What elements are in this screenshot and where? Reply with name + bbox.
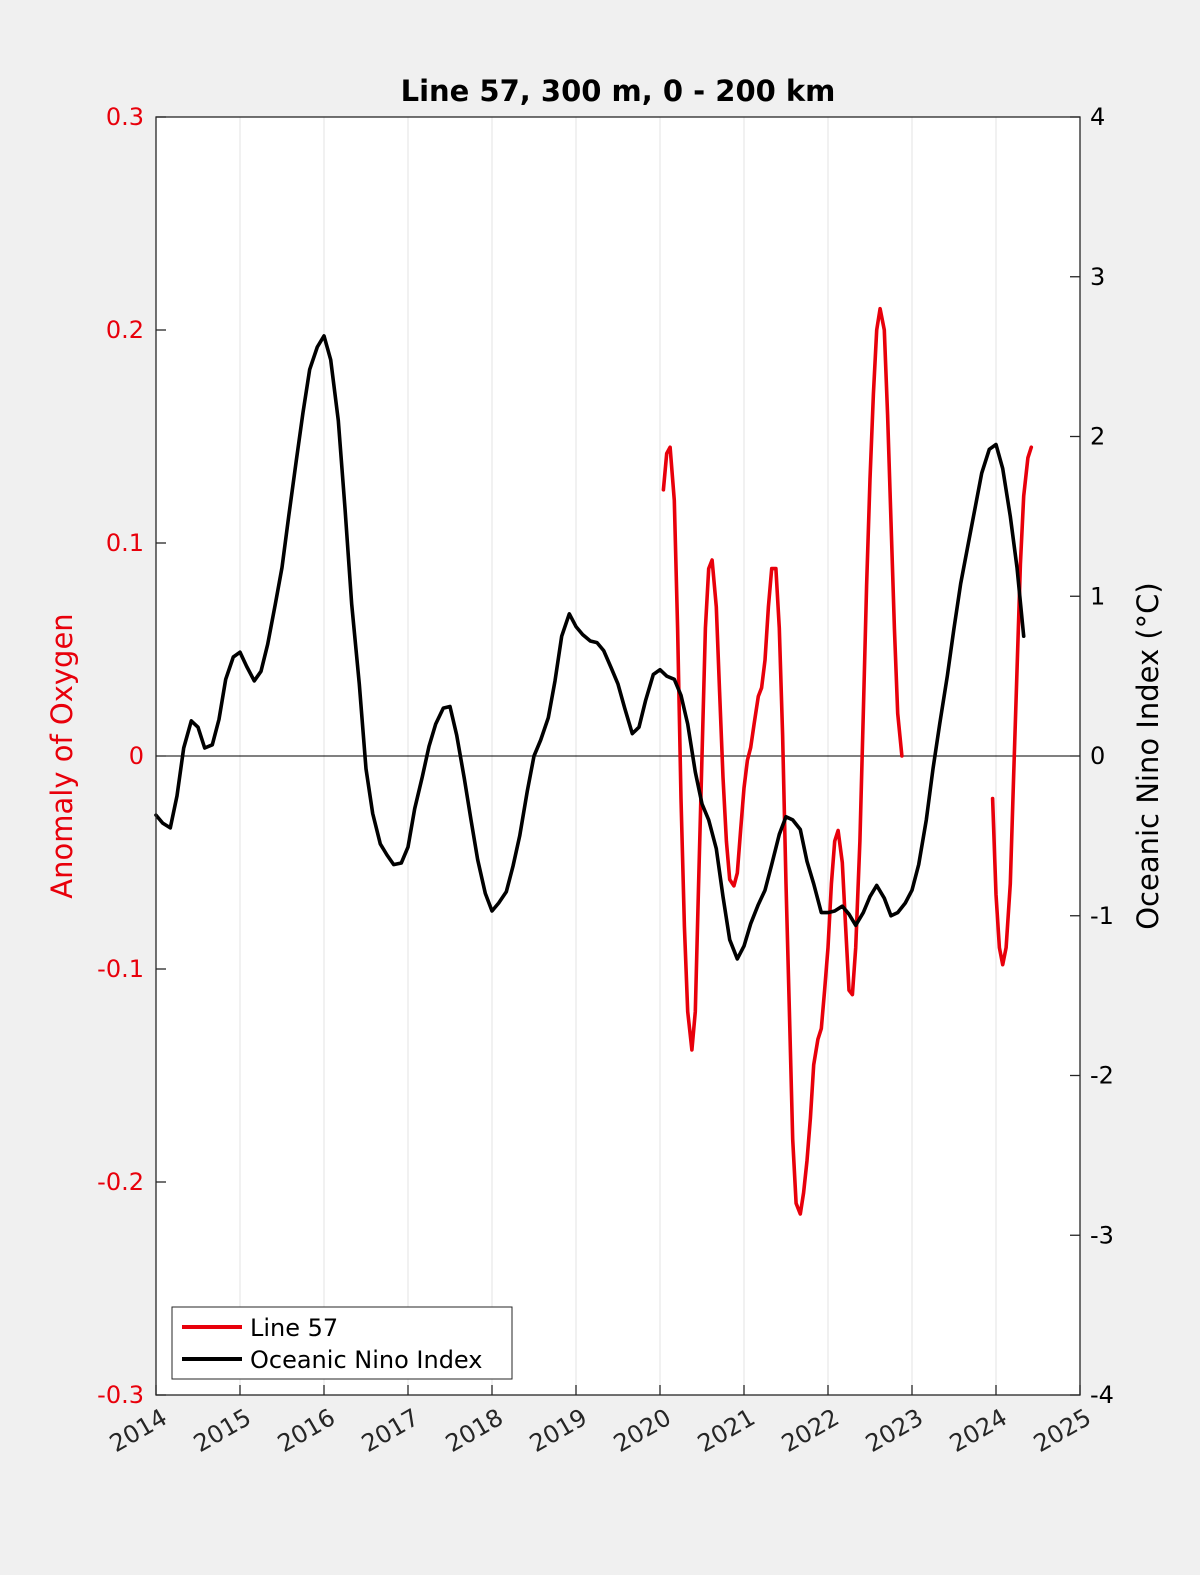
y-left-tick-label-2: -0.1 bbox=[97, 955, 144, 983]
series-line-oceanic-nino-index-segment-0 bbox=[154, 334, 1026, 961]
series-layer bbox=[154, 306, 1034, 1216]
y-left-tick-label-3: 0 bbox=[129, 742, 144, 770]
y-left-tick-label-6: 0.3 bbox=[106, 103, 144, 131]
legend-box bbox=[171, 1306, 513, 1380]
y-right-tick-label-3: -1 bbox=[1090, 902, 1114, 930]
y-right-tick-label-0: -4 bbox=[1090, 1381, 1114, 1409]
y-right-tick-label-5: 1 bbox=[1090, 582, 1105, 610]
legend: Line 57 Oceanic Nino Index bbox=[171, 1306, 513, 1380]
legend-label-oceanic-nino-index: Oceanic Nino Index bbox=[250, 1346, 482, 1374]
y-right-tick-label-4: 0 bbox=[1090, 742, 1105, 770]
y-left-tick-label-4: 0.1 bbox=[106, 529, 144, 557]
legend-label-line-57: Line 57 bbox=[250, 1314, 338, 1342]
y-right-tick-label-1: -3 bbox=[1090, 1221, 1114, 1249]
y-left-tick-label-1: -0.2 bbox=[97, 1168, 144, 1196]
y-left-tick-label-0: -0.3 bbox=[97, 1381, 144, 1409]
y-right-tick-label-8: 4 bbox=[1090, 103, 1105, 131]
y-axis-right-label: Oceanic Nino Index (°C) bbox=[1131, 582, 1165, 930]
y-left-tick-label-5: 0.2 bbox=[106, 316, 144, 344]
y-right-tick-label-2: -2 bbox=[1090, 1062, 1114, 1090]
y-right-tick-label-6: 2 bbox=[1090, 423, 1105, 451]
series-line-line-57-segment-1 bbox=[990, 445, 1034, 967]
chart-title: Line 57, 300 m, 0 - 200 km bbox=[401, 74, 836, 108]
y-axis-left-label: Anomaly of Oxygen bbox=[45, 613, 79, 898]
y-right-tick-label-7: 3 bbox=[1090, 263, 1105, 291]
series-line-line-57-segment-0 bbox=[661, 306, 904, 1216]
